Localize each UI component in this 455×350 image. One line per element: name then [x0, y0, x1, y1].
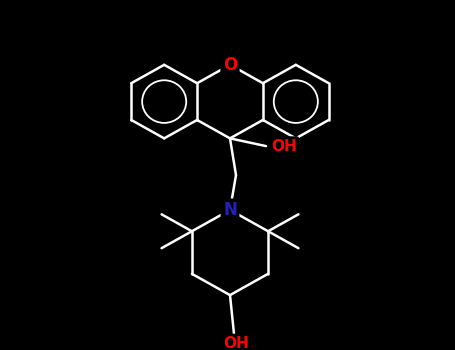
Text: O: O: [223, 56, 237, 74]
Text: N: N: [223, 201, 237, 219]
Text: OH: OH: [223, 336, 249, 350]
Text: OH: OH: [271, 139, 297, 154]
